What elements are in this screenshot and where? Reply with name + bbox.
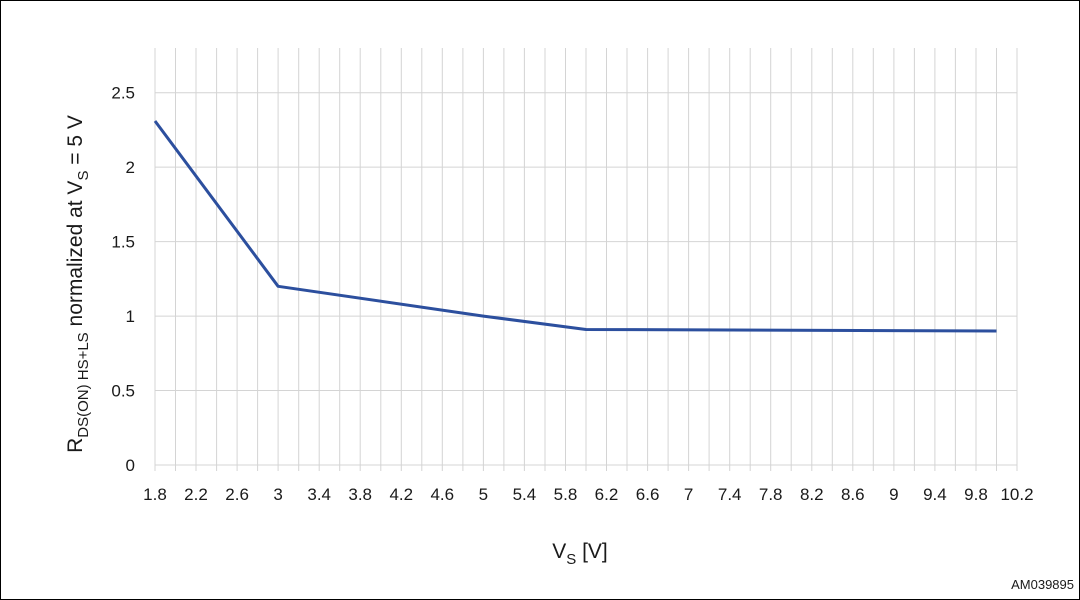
y-tick-labels: 0 0.5 1 1.5 2 2.5 <box>111 84 135 475</box>
x-tick-label: 7 <box>684 485 693 504</box>
x-tick-label: 8.6 <box>841 485 865 504</box>
x-tick-label: 4.2 <box>389 485 413 504</box>
x-tick-label: 3.8 <box>348 485 372 504</box>
x-tick-label: 10.2 <box>1000 485 1033 504</box>
x-tick-label: 2.2 <box>184 485 208 504</box>
x-tick-label: 8.2 <box>800 485 824 504</box>
series-group <box>153 120 997 333</box>
gridlines <box>154 48 1018 471</box>
x-tick-label: 3.4 <box>307 485 331 504</box>
x-tick-label: 5.4 <box>513 485 537 504</box>
x-tick-label: 3 <box>273 485 282 504</box>
x-tick-label: 9.4 <box>923 485 947 504</box>
x-tick-label: 6.2 <box>595 485 619 504</box>
x-tick-label: 7.8 <box>759 485 783 504</box>
y-tick-label: 0 <box>126 456 135 475</box>
x-tick-label: 6.6 <box>636 485 660 504</box>
x-tick-labels: 1.8 2.2 2.6 3 3.4 3.8 4.2 4.6 5 5.4 5.8 6.2 6.6 7 7.4 7… <box>143 485 1033 504</box>
x-tick-label: 5 <box>479 485 488 504</box>
x-tick-label: 7.4 <box>718 485 742 504</box>
x-tick-label: 9.8 <box>964 485 988 504</box>
y-tick-label: 2.5 <box>111 84 135 103</box>
y-tick-label: 1.5 <box>111 233 135 252</box>
x-tick-label: 1.8 <box>143 485 167 504</box>
x-tick-label: 5.8 <box>554 485 578 504</box>
x-axis-title: VS [V] <box>552 540 608 568</box>
series-line <box>153 120 997 333</box>
y-tick-label: 1 <box>126 307 135 326</box>
figure-id-label: AM039895 <box>1011 577 1074 592</box>
y-axis-title: RDS(ON) HS+LS normalized at VS = 5 V <box>64 115 92 453</box>
x-tick-label: 4.6 <box>430 485 454 504</box>
x-tick-label: 2.6 <box>225 485 249 504</box>
y-tick-label: 0.5 <box>111 382 135 401</box>
y-tick-label: 2 <box>126 158 135 177</box>
x-tick-label: 9 <box>889 485 898 504</box>
